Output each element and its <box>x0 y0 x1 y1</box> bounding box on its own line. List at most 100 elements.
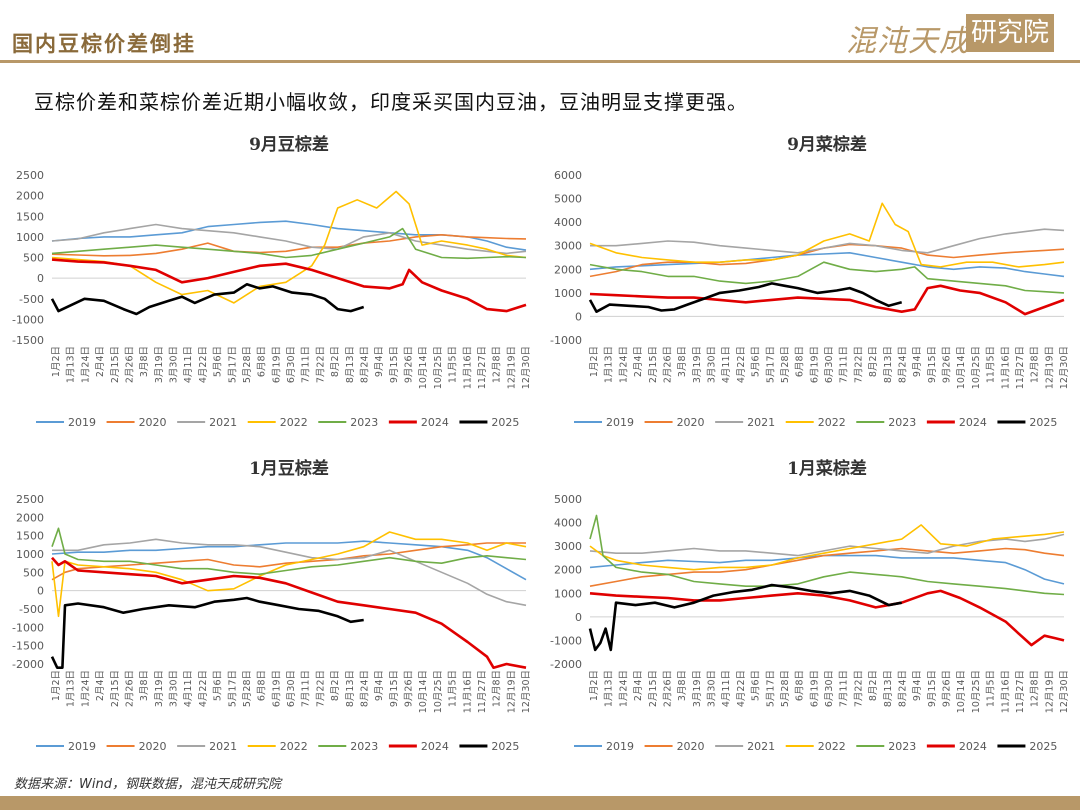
legend-label-2019: 2019 <box>68 740 96 753</box>
x-tick-label: 11月27日 <box>1015 670 1026 713</box>
x-tick-label: 11月27日 <box>477 670 488 713</box>
x-tick-label: 8月24日 <box>359 670 370 707</box>
x-tick-label: 12月30日 <box>1059 346 1070 389</box>
y-tick-label: 4000 <box>554 216 582 229</box>
x-tick-label: 1月13日 <box>604 346 615 383</box>
series-line-2025 <box>50 283 365 316</box>
x-tick-label: 6月30日 <box>824 670 835 707</box>
y-tick-label: -1000 <box>12 313 44 326</box>
x-tick-label: 5月28日 <box>242 346 253 383</box>
series-line-2019 <box>589 252 1065 278</box>
y-tick-label: 6000 <box>554 169 582 182</box>
series-line-2020 <box>51 234 527 257</box>
x-tick-label: 8月2日 <box>868 670 879 701</box>
x-tick-label: 9月26日 <box>942 346 953 383</box>
x-tick-label: 12月8日 <box>1030 346 1041 383</box>
brand-logo: 混沌天成 研究院 <box>846 14 1056 59</box>
series-line-2023 <box>51 527 527 575</box>
legend-label-2024: 2024 <box>421 740 449 753</box>
series-line-2021 <box>52 538 527 607</box>
x-tick-label: 10月25日 <box>971 670 982 713</box>
x-tick-label: 5月17日 <box>765 670 776 707</box>
y-tick-label: 1500 <box>16 210 44 223</box>
y-tick-label: -1000 <box>12 621 44 634</box>
x-tick-label: 1月24日 <box>618 346 629 383</box>
x-tick-label: 12月19日 <box>1044 670 1055 713</box>
x-tick-label: 3月19日 <box>154 346 165 383</box>
series-line-2025 <box>588 282 903 313</box>
x-tick-label: 1月24日 <box>80 670 91 707</box>
x-tick-label: 10月25日 <box>971 346 982 389</box>
x-tick-label: 10月14日 <box>956 346 967 389</box>
x-tick-label: 3月8日 <box>677 670 688 701</box>
y-tick-label: 5000 <box>554 493 582 506</box>
x-tick-label: 9月4日 <box>374 346 385 377</box>
y-tick-label: 2000 <box>554 263 582 276</box>
x-tick-label: 12月30日 <box>1059 670 1070 713</box>
x-tick-label: 5月6日 <box>751 346 762 377</box>
brand-logo-text: 混沌天成 <box>846 24 970 59</box>
x-tick-label: 4月22日 <box>198 670 209 707</box>
series-line-2024 <box>51 258 527 313</box>
x-tick-label: 12月19日 <box>506 346 517 389</box>
y-tick-label: 3000 <box>554 240 582 253</box>
x-tick-label: 8月13日 <box>883 346 894 383</box>
x-tick-label: 12月8日 <box>492 670 503 707</box>
x-tick-label: 6月30日 <box>286 670 297 707</box>
legend-label-2024: 2024 <box>959 416 987 429</box>
chart-jan-soy-palm: 1月豆棕差 -2000 -1500 -1000 -500 0 500 1000 1500 2000… <box>0 450 540 766</box>
legend-label-2020: 2020 <box>139 416 167 429</box>
x-tick-label: 4月22日 <box>198 346 209 383</box>
y-tick-label: 1000 <box>16 231 44 244</box>
x-tick-label: 6月8日 <box>257 670 268 701</box>
x-tick-label: 8月2日 <box>868 346 879 377</box>
legend-label-2023: 2023 <box>888 740 916 753</box>
series-line-2021 <box>51 223 527 255</box>
y-tick-label: 2000 <box>16 190 44 203</box>
legend-label-2022: 2022 <box>818 416 846 429</box>
series-line-2019 <box>51 540 527 581</box>
chart-title: 9月豆棕差 <box>249 134 329 155</box>
legend-label-2024: 2024 <box>959 740 987 753</box>
x-tick-label: 11月16日 <box>462 346 473 389</box>
x-tick-label: 12月19日 <box>506 670 517 713</box>
x-tick-label: 1月2日 <box>51 670 62 701</box>
data-source-note: 数据来源：Wind，钢联数据，混沌天成研究院 <box>14 777 281 792</box>
y-tick-label: 2500 <box>16 169 44 182</box>
x-tick-label: 6月30日 <box>824 346 835 383</box>
series-line-2023 <box>589 261 1065 294</box>
x-tick-label: 6月19日 <box>809 670 820 707</box>
y-tick-label: 2000 <box>554 564 582 577</box>
x-tick-label: 10月25日 <box>433 346 444 389</box>
x-tick-label: 5月28日 <box>780 346 791 383</box>
series-line-2023 <box>589 514 1065 596</box>
x-tick-label: 8月24日 <box>897 670 908 707</box>
y-tick-label: 500 <box>23 252 44 265</box>
x-tick-label: 2月4日 <box>95 670 106 701</box>
x-tick-label: 8月24日 <box>359 346 370 383</box>
y-tick-label: 5000 <box>554 193 582 206</box>
series-line-2024 <box>589 284 1065 316</box>
y-tick-label: -2000 <box>12 658 44 671</box>
series-line-2023 <box>51 227 527 260</box>
x-tick-label: 11月5日 <box>986 670 997 707</box>
x-tick-label: 8月13日 <box>345 346 356 383</box>
x-tick-label: 12月8日 <box>492 346 503 383</box>
x-tick-label: 3月30日 <box>707 346 718 383</box>
y-tick-label: 500 <box>23 566 44 579</box>
x-tick-label: 3月30日 <box>169 670 180 707</box>
legend-label-2022: 2022 <box>818 740 846 753</box>
x-tick-label: 9月15日 <box>927 346 938 383</box>
x-tick-label: 7月22日 <box>315 670 326 707</box>
y-tick-label: 1500 <box>16 530 44 543</box>
x-tick-label: 9月4日 <box>912 346 923 377</box>
series-line-2022 <box>51 190 527 304</box>
x-tick-label: 11月5日 <box>986 346 997 383</box>
y-tick-label: 0 <box>575 611 582 624</box>
series-line-2021 <box>589 533 1065 557</box>
legend-label-2021: 2021 <box>209 740 237 753</box>
x-tick-label: 2月4日 <box>633 346 644 377</box>
x-tick-label: 10月14日 <box>956 670 967 713</box>
x-tick-label: 9月15日 <box>389 346 400 383</box>
x-tick-label: 1月24日 <box>80 346 91 383</box>
